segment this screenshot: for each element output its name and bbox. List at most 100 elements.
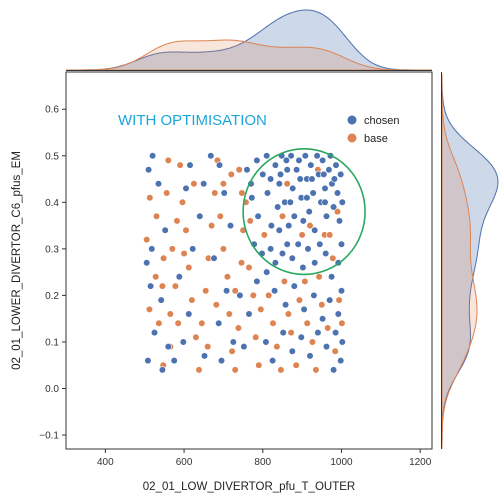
point-chosen <box>279 329 287 337</box>
point-chosen <box>144 357 152 365</box>
point-chosen <box>289 184 297 192</box>
point-chosen <box>332 161 340 169</box>
point-base <box>176 161 184 169</box>
legend-label-base: base <box>364 133 388 145</box>
point-chosen <box>338 198 346 206</box>
point-chosen <box>297 333 305 341</box>
point-chosen <box>290 282 298 290</box>
point-base <box>324 324 332 332</box>
point-chosen <box>254 212 262 220</box>
point-base <box>152 212 161 220</box>
right-kde-chosen <box>441 74 499 449</box>
point-base <box>145 305 153 314</box>
point-base <box>252 333 260 341</box>
point-chosen <box>283 240 291 248</box>
point-chosen <box>271 161 280 169</box>
x-tick-label: 1200 <box>409 457 432 468</box>
point-chosen <box>148 245 156 253</box>
point-chosen <box>262 338 270 346</box>
y-tick-label: 0.0 <box>45 384 59 395</box>
point-chosen <box>145 166 153 174</box>
point-base <box>198 319 206 327</box>
point-chosen <box>267 245 275 253</box>
point-base <box>174 319 182 327</box>
plot-frame <box>65 71 433 450</box>
point-chosen <box>253 156 261 164</box>
point-chosen <box>276 170 285 178</box>
point-chosen <box>337 287 346 295</box>
point-base <box>204 343 212 351</box>
point-chosen <box>287 152 295 160</box>
point-base <box>331 347 339 355</box>
point-chosen <box>334 310 342 318</box>
y-tick-label: 0.5 <box>45 151 59 162</box>
point-base <box>269 319 277 327</box>
point-chosen <box>267 175 275 183</box>
y-axis-title: 02_01_LOWER_DIVERTOR_C6_pfus_EM <box>11 151 23 370</box>
plot-border <box>65 71 433 450</box>
point-base <box>298 231 306 239</box>
point-chosen <box>288 347 296 355</box>
point-base <box>255 361 263 369</box>
point-base <box>225 310 233 318</box>
point-chosen <box>330 203 338 211</box>
point-chosen <box>223 287 231 295</box>
point-chosen <box>300 305 308 314</box>
point-chosen <box>286 198 294 206</box>
y-tick-label: 0.6 <box>45 105 59 116</box>
point-base <box>168 245 176 253</box>
point-chosen <box>310 291 318 300</box>
x-tick-label: 800 <box>254 457 271 468</box>
point-base <box>208 222 216 230</box>
point-chosen <box>150 329 159 337</box>
point-chosen <box>158 366 166 374</box>
y-tick-label: 0.3 <box>45 244 59 255</box>
point-chosen <box>275 226 283 234</box>
point-chosen <box>285 222 293 230</box>
point-chosen <box>325 166 333 174</box>
point-chosen <box>330 366 338 374</box>
point-base <box>260 231 268 239</box>
point-chosen <box>308 175 316 183</box>
point-base <box>223 273 231 281</box>
legend-label-chosen: chosen <box>364 115 399 127</box>
point-base <box>249 291 257 300</box>
point-chosen <box>296 175 304 183</box>
point-chosen <box>332 329 340 337</box>
point-chosen <box>269 357 277 365</box>
point-chosen <box>337 170 345 178</box>
point-base <box>163 189 171 197</box>
point-chosen <box>337 357 345 365</box>
point-base <box>287 329 295 337</box>
point-base <box>188 296 196 304</box>
point-base <box>146 194 154 202</box>
x-axis-title: 02_01_LOW_DIVERTOR_pfu_T_OUTER <box>143 481 355 493</box>
point-chosen <box>319 156 327 164</box>
point-chosen <box>330 175 339 183</box>
point-chosen <box>335 217 344 225</box>
point-chosen <box>320 170 328 178</box>
point-base <box>338 319 346 327</box>
point-chosen <box>293 166 301 174</box>
point-chosen <box>271 287 279 295</box>
point-chosen <box>322 343 331 351</box>
point-base <box>155 319 163 327</box>
point-base <box>211 189 219 197</box>
point-chosen <box>274 203 282 211</box>
point-base <box>335 296 343 304</box>
point-base <box>143 236 151 244</box>
x-tick-label: 1000 <box>330 457 353 468</box>
point-base <box>212 301 220 309</box>
point-base <box>178 198 187 206</box>
point-base <box>283 180 291 188</box>
point-chosen <box>311 259 319 267</box>
point-base <box>158 282 166 290</box>
x-tick-label: 400 <box>97 457 114 468</box>
point-base <box>228 347 236 355</box>
point-chosen <box>164 343 172 351</box>
point-base <box>315 273 323 281</box>
point-chosen <box>271 259 280 267</box>
point-chosen <box>149 152 157 160</box>
point-chosen <box>240 343 248 351</box>
